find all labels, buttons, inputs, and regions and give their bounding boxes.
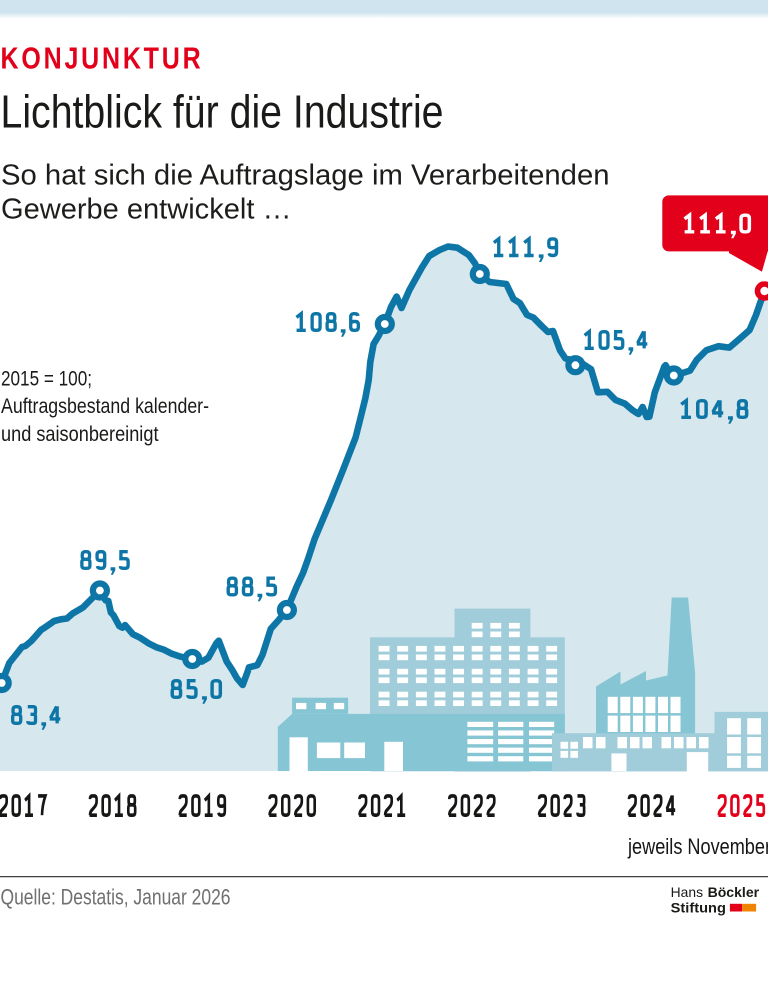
svg-text:So hat sich die Auftragslage i: So hat sich die Auftragslage im Verarbei…: [1, 158, 610, 190]
svg-text:Böckler: Böckler: [708, 885, 760, 900]
svg-text:Hans: Hans: [671, 885, 703, 900]
svg-text:Quelle: Destatis, Januar 2026: Quelle: Destatis, Januar 2026: [1, 885, 231, 910]
svg-text:2015 = 100;: 2015 = 100;: [1, 367, 92, 390]
svg-text:Lichtblick für die Industrie: Lichtblick für die Industrie: [1, 86, 444, 138]
svg-text:und saisonbereinigt: und saisonbereinigt: [1, 423, 159, 446]
svg-text:Gewerbe entwickelt …: Gewerbe entwickelt …: [1, 193, 292, 225]
svg-text:Stiftung: Stiftung: [671, 901, 726, 916]
svg-text:KONJUNKTUR: KONJUNKTUR: [1, 41, 204, 75]
svg-text:jeweils November: jeweils November: [627, 834, 768, 859]
svg-text:Auftragsbestand kalender-: Auftragsbestand kalender-: [1, 395, 209, 418]
